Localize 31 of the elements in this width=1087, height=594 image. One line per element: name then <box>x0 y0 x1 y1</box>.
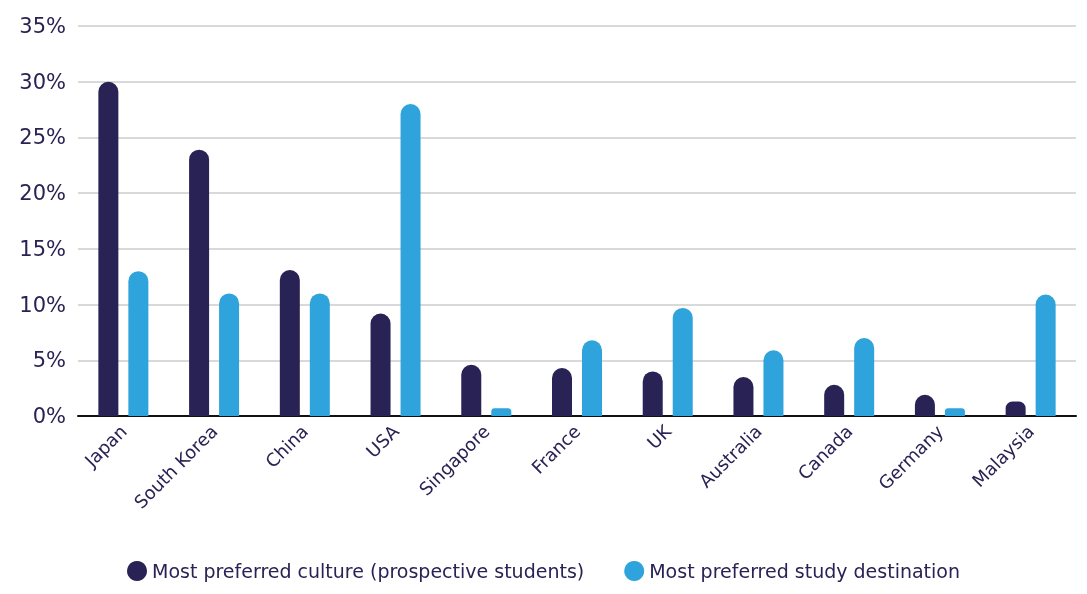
bar <box>219 293 240 416</box>
bar <box>944 408 965 416</box>
bar <box>552 368 572 416</box>
bar <box>642 371 663 416</box>
bar <box>370 313 391 416</box>
bar <box>279 270 300 416</box>
legend-label: Most preferred study destination <box>649 560 961 582</box>
y-tick-label: 0% <box>32 404 66 428</box>
y-tick-label: 25% <box>19 125 66 150</box>
bar <box>733 377 754 416</box>
y-tick-label: 10% <box>19 292 66 317</box>
bar <box>582 340 602 416</box>
bar <box>400 104 421 416</box>
bar <box>672 307 693 416</box>
y-tick-label: 35% <box>19 14 66 38</box>
bar <box>128 271 149 416</box>
bar <box>189 149 210 416</box>
legend-label: Most preferred culture (prospective students) <box>152 560 585 582</box>
bar <box>309 293 330 416</box>
bar <box>763 350 784 416</box>
bar <box>491 408 512 416</box>
bar <box>854 338 875 416</box>
y-tick-label: 30% <box>19 69 66 94</box>
bar <box>461 364 482 416</box>
bar <box>98 81 119 416</box>
y-tick-label: 20% <box>19 181 66 206</box>
x-tick-label: USA <box>361 420 404 462</box>
y-tick-label: 5% <box>32 348 66 373</box>
y-tick-label: 15% <box>19 236 66 261</box>
x-tick-label: UK <box>642 419 676 454</box>
bar <box>1035 294 1056 416</box>
